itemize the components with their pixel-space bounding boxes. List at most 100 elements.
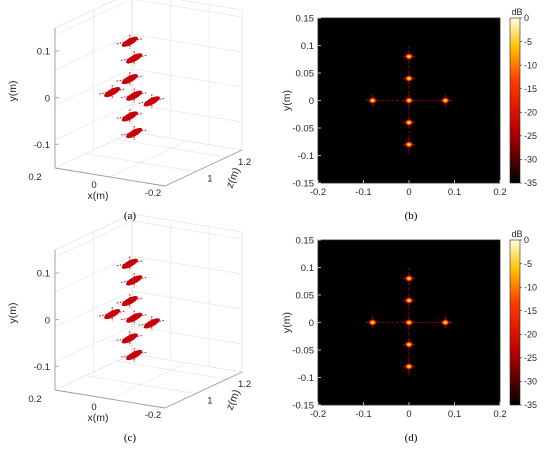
panel-b-heatmap: -0.2 -0.1 0 0.1 0.2 0.15 0.1 0.05 0 -0.05 -0.1 -0.1… <box>281 7 537 198</box>
target-point <box>439 94 452 107</box>
target-point <box>403 338 415 351</box>
grid-line <box>131 325 243 345</box>
target-point <box>366 316 379 329</box>
z-tick-label: 1.2 <box>238 379 251 390</box>
y-tick-mark <box>54 365 60 368</box>
x-tick-label: 0 <box>91 402 96 413</box>
target-point <box>138 316 165 331</box>
x-tick-label: 0 <box>406 187 411 198</box>
y-tick-label: 0.05 <box>296 68 315 79</box>
target-point <box>121 348 148 363</box>
colorbar-tick-label: -25 <box>524 131 537 141</box>
target-spot <box>404 341 414 348</box>
target-point <box>116 109 143 124</box>
target-arm-h <box>99 88 126 95</box>
grid-line <box>109 140 188 178</box>
y-tick-mark <box>54 318 60 321</box>
x-tick-label: -0.2 <box>310 409 326 420</box>
colorbar-tick-label: -35 <box>524 400 537 410</box>
z-tick-label: 1 <box>207 395 212 406</box>
colorbar-tick-label: -10 <box>524 60 537 70</box>
colorbar-tick-label: -30 <box>524 155 537 165</box>
grid-line <box>85 375 196 394</box>
caption-b: (b) <box>405 210 418 222</box>
y-tick-label: -0.1 <box>34 140 50 151</box>
target-point <box>116 331 143 346</box>
caption-d: (d) <box>405 432 418 444</box>
colorbar-tick-label: -25 <box>524 353 537 363</box>
colorbar-unit: dB <box>511 7 522 17</box>
wall-back <box>131 213 243 373</box>
target-spot <box>440 97 450 104</box>
y-tick-label: -0.05 <box>292 123 314 134</box>
target-point <box>403 360 415 373</box>
target-point <box>121 310 148 325</box>
y-axis-label: y(m) <box>281 90 293 111</box>
x-tick-label: 0.2 <box>28 394 41 405</box>
grid-line <box>131 255 243 275</box>
caption-c: (c) <box>124 432 137 444</box>
y-tick-label: 0.15 <box>296 13 315 24</box>
y-tick-mark <box>54 143 60 146</box>
z-axis-label: z(m) <box>224 166 243 190</box>
y-tick-label: -0.15 <box>292 178 314 189</box>
panel-a-3d-plot: 0.1 0 -0.1 y(m) 0.2 0 -0.2 x(m) 1 1.2z(m) <box>7 0 251 202</box>
target-point <box>439 316 452 329</box>
y-tick-label: 0 <box>309 318 314 329</box>
x-tick-label: 0.1 <box>448 187 461 198</box>
target-spot <box>404 53 414 60</box>
target-point <box>403 50 415 63</box>
grid-line <box>131 68 243 88</box>
colorbar <box>509 17 521 184</box>
target-spot <box>440 319 450 326</box>
target-arm-h <box>99 310 126 317</box>
y-tick-label: 0 <box>309 96 314 107</box>
x-axis-line <box>54 167 166 187</box>
target-point <box>121 126 148 141</box>
target-point <box>403 72 415 85</box>
x-tick-label: 0.2 <box>493 409 506 420</box>
colorbar-tick-label: -10 <box>524 282 537 292</box>
target-point <box>121 273 148 288</box>
y-tick-label: 0.1 <box>301 41 314 52</box>
x-tick-label: -0.2 <box>145 410 161 421</box>
target-spot <box>404 75 414 82</box>
target-point <box>403 272 415 285</box>
colorbar-tick-label: -20 <box>524 329 537 339</box>
y-tick-label: 0.05 <box>296 290 315 301</box>
colorbar-tick-label: -20 <box>524 107 537 117</box>
target-arm-h <box>116 334 143 341</box>
target-point <box>116 294 143 309</box>
x-tick-label: 0 <box>406 409 411 420</box>
target-point <box>403 94 415 107</box>
target-point <box>403 116 415 129</box>
target-arm-h <box>138 319 165 326</box>
target-arm-h <box>116 75 143 82</box>
y-tick-label: -0.1 <box>298 373 314 384</box>
grid-line <box>131 103 243 123</box>
target-arm-h <box>121 314 148 321</box>
target-point <box>116 34 143 49</box>
target-arm-h <box>116 112 143 119</box>
target-point <box>403 294 415 307</box>
y-tick-mark <box>54 272 60 274</box>
target-point <box>366 94 379 107</box>
grid-back-wall <box>54 213 243 400</box>
target-spot <box>368 319 378 326</box>
grid-line <box>109 362 188 400</box>
target-spot <box>404 119 414 126</box>
target-point <box>138 94 165 109</box>
z-axis-line <box>164 149 243 187</box>
panel-d-heatmap: -0.2 -0.1 0 0.1 0.2 0.15 0.1 0.05 0 -0.05 -0.1 -0.1… <box>281 229 537 420</box>
x-tick-label: 0.1 <box>448 409 461 420</box>
target-arm-h <box>138 97 165 104</box>
target-spot <box>404 363 414 370</box>
target-spot <box>404 141 414 148</box>
y-tick-mark <box>54 50 60 52</box>
x-tick-label: -0.2 <box>310 187 326 198</box>
target-point <box>116 256 143 271</box>
wall-back <box>131 0 243 151</box>
target-point <box>99 85 126 100</box>
grid-back-wall <box>54 0 243 178</box>
grid-line <box>116 138 227 158</box>
